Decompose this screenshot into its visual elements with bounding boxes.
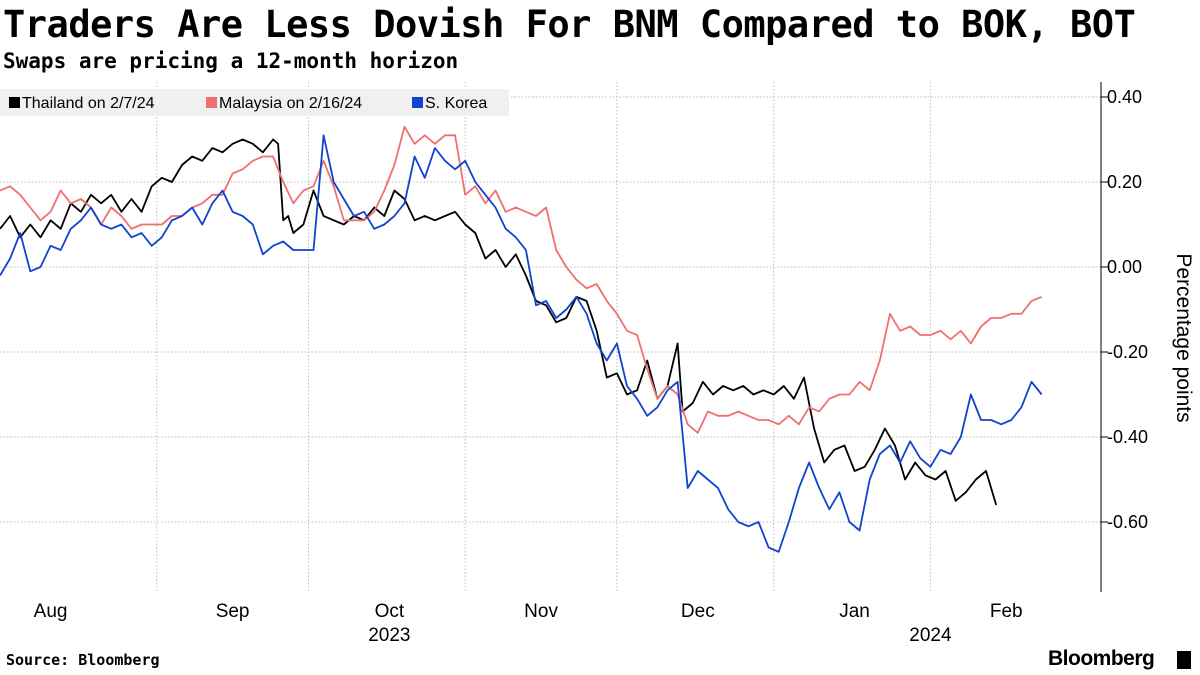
x-tick-label: Jan (839, 601, 870, 622)
legend-background (0, 89, 509, 116)
series-line (0, 134, 1043, 553)
x-tick-label: Dec (681, 601, 715, 622)
source-note: Source: Bloomberg (6, 651, 160, 669)
legend-swatch (9, 97, 20, 108)
gridlines (0, 82, 1101, 592)
legend-label: S. Korea (425, 95, 487, 112)
bloomberg-logo: Bloomberg (1048, 647, 1155, 670)
x-tick-label: Oct (375, 601, 405, 622)
y-tick-label: -0.60 (1107, 512, 1148, 532)
y-tick-label: 0.20 (1107, 172, 1142, 192)
series-line (0, 125, 1043, 434)
legend: Thailand on 2/7/24 Malaysia on 2/16/24 S. … (0, 89, 509, 116)
x-tick-label: Sep (216, 601, 250, 622)
series-line (0, 138, 998, 506)
legend-label: Malaysia on 2/16/24 (219, 95, 362, 112)
axes: 0.40 0.20 0.00 -0.20 -0.40 -0.60 Aug Sep Oct Nov D… (34, 82, 1195, 646)
x-tick-label: Aug (34, 601, 68, 622)
legend-swatch (412, 97, 423, 108)
chart-title: Traders Are Less Dovish For BNM Compared… (3, 3, 1136, 46)
y-tick-label: -0.40 (1107, 427, 1148, 447)
legend-label: Thailand on 2/7/24 (22, 95, 155, 112)
y-tick-label: -0.20 (1107, 342, 1148, 362)
y-tick-label: 0.40 (1107, 87, 1142, 107)
series-lines (0, 125, 1043, 553)
legend-swatch (206, 97, 217, 108)
x-year-label: 2024 (909, 625, 952, 646)
chart-subtitle: Swaps are pricing a 12-month horizon (3, 49, 459, 73)
y-tick-label: 0.00 (1107, 257, 1142, 277)
x-tick-label: Feb (990, 601, 1023, 622)
y-axis-title: Percentage points (1172, 253, 1195, 422)
bloomberg-logo-icon (1177, 651, 1191, 669)
x-tick-label: Nov (524, 601, 558, 622)
x-year-label: 2023 (368, 625, 410, 646)
